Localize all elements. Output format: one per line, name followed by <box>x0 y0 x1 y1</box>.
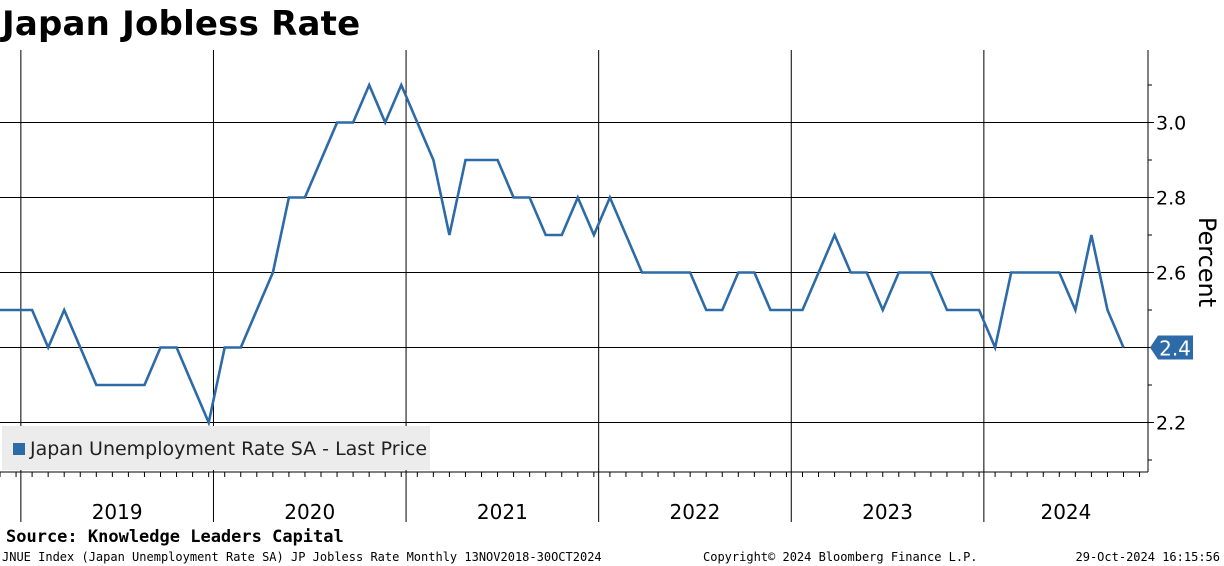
year-label-2021: 2021 <box>477 500 528 524</box>
y-tick-label: 2.6 <box>1156 263 1186 285</box>
legend: Japan Unemployment Rate SA - Last Price <box>2 426 430 470</box>
year-label-2019: 2019 <box>92 500 143 524</box>
footer-copyright: Copyright© 2024 Bloomberg Finance L.P. <box>703 550 978 564</box>
footer-timestamp: 29-Oct-2024 16:15:56 <box>1075 550 1221 564</box>
year-label-2020: 2020 <box>284 500 335 524</box>
legend-label: Japan Unemployment Rate SA - Last Price <box>30 438 428 460</box>
y-tick-label: 3.0 <box>1156 113 1186 135</box>
footer-ticker-info: JNUE Index (Japan Unemployment Rate SA) … <box>2 550 602 564</box>
last-value-label: 2.4 <box>1159 337 1191 361</box>
year-label-2022: 2022 <box>670 500 721 524</box>
y-axis-label: Percent <box>1193 217 1221 307</box>
year-label-2024: 2024 <box>1040 500 1091 524</box>
x-minor-ticks <box>0 472 1141 477</box>
horizontal-gridlines <box>0 122 1154 423</box>
source-note: Source: Knowledge Leaders Capital <box>6 527 344 547</box>
series-line-japan-unemployment <box>0 81 1125 427</box>
legend-swatch <box>13 443 25 455</box>
x-year-labels: 2019 2020 2021 2022 2023 2024 <box>92 500 1092 524</box>
y-tick-label: 2.8 <box>1156 188 1186 210</box>
chart-title: Japan Jobless Rate <box>2 4 361 44</box>
last-value-badge-shape <box>1150 335 1193 360</box>
year-label-2023: 2023 <box>862 500 913 524</box>
last-value-badge: 2.4 <box>1150 335 1193 361</box>
y-tick-label: 2.2 <box>1156 413 1186 435</box>
